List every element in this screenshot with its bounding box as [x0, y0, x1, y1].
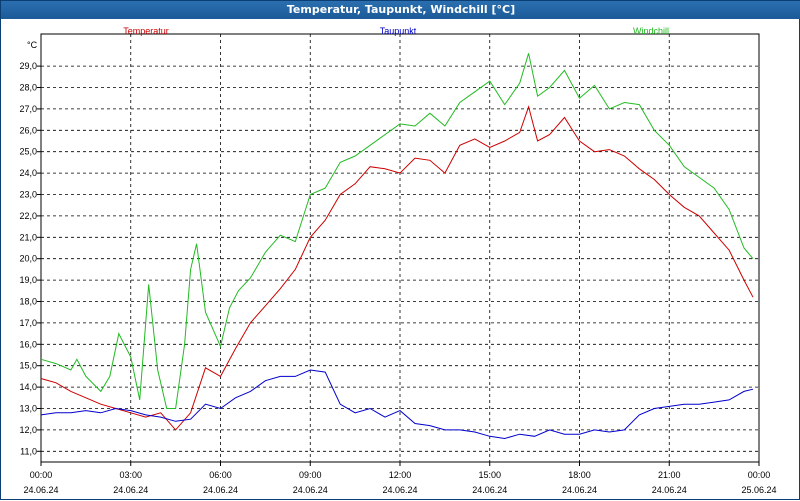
- y-axis-unit-label: °C: [27, 40, 38, 50]
- x-tick-date-label: 24.06.24: [203, 485, 238, 495]
- window-title: Temperatur, Taupunkt, Windchill [°C]: [1, 1, 800, 19]
- x-tick-date-label: 24.06.24: [382, 485, 417, 495]
- temperatur-line: [40, 105, 754, 431]
- y-tick-label: 16,0: [19, 339, 37, 349]
- y-tick-label: 14,0: [19, 382, 37, 392]
- y-tick-label: 26,0: [19, 125, 37, 135]
- y-tick-label: 18,0: [19, 297, 37, 307]
- taupunkt-line: [40, 369, 754, 440]
- y-tick-label: 17,0: [19, 318, 37, 328]
- legend-taupunkt: Taupunkt: [380, 26, 417, 36]
- y-tick-label: 28,0: [19, 83, 37, 93]
- x-tick-date-label: 25.06.24: [741, 485, 776, 495]
- x-tick-time-label: 18:00: [568, 470, 591, 480]
- x-tick-time-label: 21:00: [658, 470, 681, 480]
- y-tick-label: 19,0: [19, 275, 37, 285]
- y-tick-label: 27,0: [19, 104, 37, 114]
- y-tick-label: 25,0: [19, 147, 37, 157]
- y-tick-label: 24,0: [19, 168, 37, 178]
- windchill-line: [40, 53, 754, 409]
- legend-temperatur: Temperatur: [123, 26, 169, 36]
- x-tick-date-label: 24.06.24: [562, 485, 597, 495]
- y-tick-label: 23,0: [19, 190, 37, 200]
- x-tick-time-label: 03:00: [119, 470, 142, 480]
- y-tick-label: 29,0: [19, 61, 37, 71]
- x-tick-time-label: 15:00: [478, 470, 501, 480]
- y-tick-label: 21,0: [19, 232, 37, 242]
- x-tick-time-label: 00:00: [30, 470, 53, 480]
- y-tick-label: 12,0: [19, 425, 37, 435]
- y-tick-label: 20,0: [19, 254, 37, 264]
- x-tick-time-label: 09:00: [299, 470, 322, 480]
- plot-area: [40, 33, 760, 463]
- x-tick-date-label: 24.06.24: [23, 485, 58, 495]
- y-tick-label: 22,0: [19, 211, 37, 221]
- x-tick-date-label: 24.06.24: [293, 485, 328, 495]
- x-tick-date-label: 24.06.24: [652, 485, 687, 495]
- x-tick-date-label: 24.06.24: [113, 485, 148, 495]
- y-tick-label: 13,0: [19, 404, 37, 414]
- x-tick-time-label: 12:00: [389, 470, 412, 480]
- y-tick-label: 11,0: [20, 446, 37, 456]
- x-tick-time-label: 00:00: [748, 470, 771, 480]
- y-tick-label: 15,0: [19, 361, 37, 371]
- x-tick-date-label: 24.06.24: [472, 485, 507, 495]
- x-tick-time-label: 06:00: [209, 470, 232, 480]
- legend-windchill: Windchill: [633, 26, 669, 36]
